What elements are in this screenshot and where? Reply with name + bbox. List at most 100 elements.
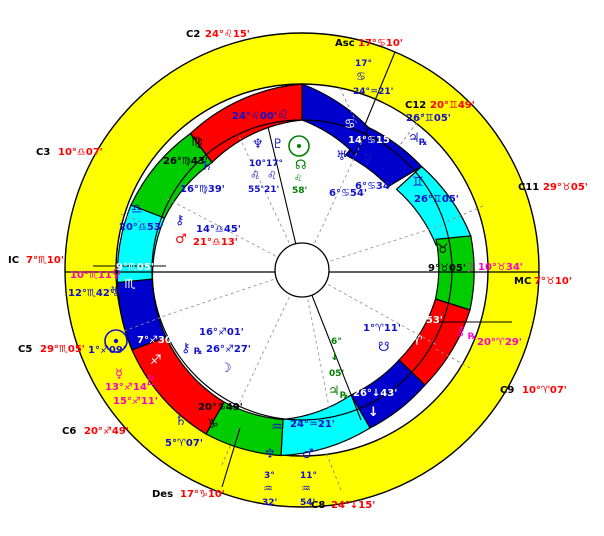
virgo-sign-icon: ♍ bbox=[191, 135, 203, 150]
moon-inner-icon: ☽ bbox=[220, 361, 232, 376]
gemini-band-value: 26°♊05' bbox=[414, 194, 459, 205]
pisces-sign-icon: ↓ bbox=[368, 405, 379, 420]
moon-inner-value: 16°♐01' bbox=[199, 327, 244, 338]
chiron-inner-icon: ⚷ bbox=[175, 213, 185, 228]
sun-outer-group: 1°♐09' bbox=[88, 329, 128, 356]
neptune-inner-group: ♆ 10° ♌ 55' bbox=[248, 137, 266, 195]
label-asc: Asc 17°♋10' bbox=[335, 38, 403, 49]
cusp-line-c2 bbox=[339, 87, 359, 127]
pluto-inner-min: 21' bbox=[264, 185, 279, 195]
node-north-min: 58' bbox=[292, 186, 307, 196]
neptune-inner-icon: ♆ bbox=[252, 137, 264, 152]
mars-bot-sign: ♒ bbox=[301, 482, 311, 495]
jupiter-green-min: 05' bbox=[329, 369, 344, 379]
c8-label: C8 bbox=[311, 500, 325, 511]
mc-label: MC bbox=[514, 276, 531, 287]
cusp-line-c8 bbox=[325, 451, 342, 491]
des-value: 17°♑10' bbox=[180, 489, 225, 500]
angle-marker-lines bbox=[93, 51, 512, 488]
sag-sign-icon: ♐ bbox=[150, 353, 162, 368]
zodiac-band-group bbox=[116, 83, 475, 457]
c6-label: C6 bbox=[62, 426, 76, 437]
uranus-outer-group: ♅ 12°♏42' bbox=[68, 285, 122, 300]
c12-inner-value: 26°♊05' bbox=[406, 113, 451, 124]
capricorn-sign-icon: ♑ bbox=[207, 417, 219, 432]
mc-value: 7°♉10' bbox=[534, 276, 572, 287]
saturn-outer-value: 5°♈07' bbox=[165, 438, 203, 449]
jupiter-green-group: 6° ↓ 05' ♃ ℞ bbox=[328, 337, 348, 401]
asc-deg-sign: ♋ bbox=[356, 70, 366, 83]
pisces-band-value: 26°↓43' bbox=[353, 388, 397, 399]
chiron-outer-value: 20°♈29' bbox=[477, 337, 522, 348]
c3-label: C3 bbox=[36, 147, 50, 158]
aquarius-band-value: 24°♒21' bbox=[290, 419, 335, 430]
node-north-group: ☊ ♌ 58' bbox=[288, 135, 310, 196]
label-c3: C3 10°♎07' bbox=[36, 147, 103, 158]
jupiter-green-sign: ↓ bbox=[330, 350, 339, 363]
jupiter-green-retro: ℞ bbox=[340, 391, 348, 401]
c8-value: 24°↓15' bbox=[331, 500, 375, 511]
chiron-outer-group: ⚷ ℞ 20°♈29' bbox=[456, 324, 522, 348]
c2-value: 24°♌15' bbox=[205, 29, 250, 40]
capricorn-band-value: 20°♑49' bbox=[198, 402, 243, 413]
c5-label: C5 bbox=[18, 344, 32, 355]
asc-value: 17°♋10' bbox=[358, 38, 403, 49]
node-south-group: 1°♈11' ☋ bbox=[363, 323, 401, 355]
mars-bottom-group: ♂ 11° ♒ 54' bbox=[300, 447, 317, 508]
pluto-outer-value: 15°♐11' bbox=[113, 396, 158, 407]
uranus-inner-icon: ♅ bbox=[336, 149, 348, 164]
uranus-outer-value: 12°♏42' bbox=[68, 288, 113, 299]
label-c8: C8 24°↓15' bbox=[311, 500, 375, 511]
neptune-inner-sign: ♌ bbox=[250, 169, 260, 182]
pluto-inner-group: ♇ 17° ♌ 21' bbox=[264, 137, 284, 195]
venus-inner-group: ♀ 6°♋34' bbox=[355, 152, 393, 192]
chiron-retro-icon: ℞ bbox=[468, 332, 476, 342]
sun-inner-dot bbox=[297, 144, 301, 148]
pluto-inner-sign: ♌ bbox=[267, 169, 277, 182]
taurus-sign-icon: ♉ bbox=[437, 242, 449, 257]
sag-band-value: 7°♐30' bbox=[137, 335, 175, 346]
c9-value: 10°♈07' bbox=[522, 385, 567, 396]
saturn-inner-icon: ♄ bbox=[201, 159, 213, 174]
neptune-bottom-group: ♆ 3° ♒ 32' bbox=[262, 447, 277, 508]
jupiter-green-icon: ♃ bbox=[328, 384, 340, 399]
des-label: Des bbox=[152, 489, 173, 500]
saturn-icon: ♄ bbox=[175, 414, 187, 429]
cusp-line-c5 bbox=[123, 316, 163, 332]
band-label-pisces: 26°↓43' ↓ bbox=[353, 388, 397, 420]
jupiter-green-deg: 6° bbox=[331, 337, 342, 347]
c12-label: C12 bbox=[405, 100, 426, 111]
c3-value: 10°♎07' bbox=[58, 147, 103, 158]
cusp-line-c11 bbox=[445, 205, 484, 223]
chiron-rx-inner-group: ⚷ ℞ 26°♐27' bbox=[181, 341, 251, 357]
c2-label: C2 bbox=[186, 29, 200, 40]
mars-inner-icon: ♂ bbox=[175, 232, 187, 247]
moon-icon: ☽ bbox=[463, 261, 475, 276]
band-label-virgo: ♍ 26°♍43' bbox=[163, 135, 208, 167]
band-label-libra: ♎ 20°♎53' bbox=[119, 202, 164, 233]
asc-label: Asc bbox=[335, 38, 355, 49]
neptune-bot-sign: ♒ bbox=[263, 482, 273, 495]
leo-band-value: 24°♌00' bbox=[232, 111, 277, 122]
c11-value: 29°♉05' bbox=[543, 182, 588, 193]
venus-icon: ♀ bbox=[112, 267, 122, 282]
band-label-aquarius: ♒ 24°♒21' bbox=[271, 419, 335, 435]
des-marker bbox=[221, 427, 241, 488]
mars-bot-min: 54' bbox=[300, 498, 315, 508]
virgo-band-value: 26°♍43' bbox=[163, 156, 208, 167]
label-c5: C5 29°♏05' bbox=[18, 344, 85, 355]
mercury-value: 13°♐14' bbox=[105, 382, 150, 393]
cusp-dotted-lines bbox=[120, 87, 484, 491]
node-south-icon: ☋ bbox=[378, 340, 390, 355]
neptune-bot-deg: 3° bbox=[264, 471, 275, 481]
band-label-capricorn: 20°♑49' ♑ bbox=[198, 402, 243, 432]
gemini-sign-icon: ♊ bbox=[412, 175, 424, 190]
jupiter-12-glyph-group: ♃ ℞ bbox=[408, 131, 427, 148]
aries-sign-icon: ♈ bbox=[411, 334, 423, 349]
ic-label: IC bbox=[8, 255, 19, 266]
sun-outer-value: 1°♐09' bbox=[88, 345, 126, 356]
neptune-icon: ♆ bbox=[264, 447, 276, 462]
aquarius-sign-icon: ♒ bbox=[271, 420, 283, 435]
